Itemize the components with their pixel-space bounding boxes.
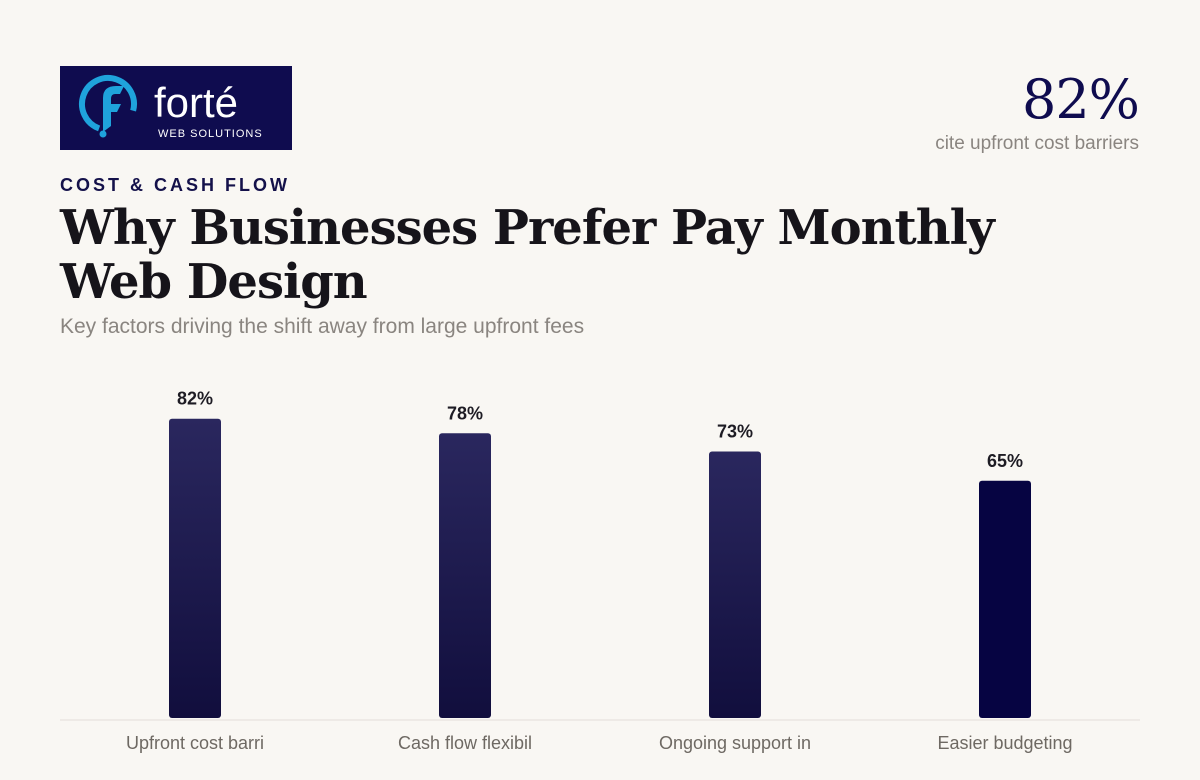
bar-value-label-3: 73% bbox=[717, 422, 753, 442]
hero-stat: 82% cite upfront cost barriers bbox=[935, 68, 1140, 156]
brand-logo: forté WEB SOLUTIONS bbox=[60, 66, 292, 150]
bar-value-label-2: 78% bbox=[447, 403, 483, 423]
page-title: Why Businesses Prefer Pay Monthly Web De… bbox=[60, 200, 995, 310]
hero-stat-caption: cite upfront cost barriers bbox=[935, 133, 1139, 154]
bar-1 bbox=[169, 418, 221, 718]
x-tick-label-4: Easier budgeting bbox=[937, 733, 1072, 753]
bar-chart: 82% 78% 73% 65% Upfront cost barri Cash flow… bbox=[60, 389, 1140, 753]
f-swoosh-logo-icon: forté WEB SOLUTIONS bbox=[79, 75, 263, 140]
bar-value-label-1: 82% bbox=[177, 389, 213, 409]
bar-value-label-4: 65% bbox=[987, 451, 1023, 471]
bar-series: 82% 78% 73% 65% bbox=[169, 389, 1031, 718]
bar-3 bbox=[709, 451, 761, 718]
x-tick-label-1: Upfront cost barri bbox=[126, 733, 264, 753]
brand-name: forté bbox=[154, 79, 238, 126]
x-tick-label-3: Ongoing support in bbox=[659, 733, 811, 753]
brand-tagline: WEB SOLUTIONS bbox=[158, 128, 263, 140]
bar-4 bbox=[979, 480, 1031, 718]
eyebrow-label: COST & CASH FLOW bbox=[60, 175, 290, 195]
hero-stat-value: 82% bbox=[1021, 68, 1140, 131]
x-axis-ticks: Upfront cost barri Cash flow flexibil Ongo… bbox=[126, 733, 1073, 753]
bar-2 bbox=[439, 433, 491, 718]
x-tick-label-2: Cash flow flexibil bbox=[398, 733, 532, 753]
page-subtitle: Key factors driving the shift away from … bbox=[60, 315, 585, 338]
